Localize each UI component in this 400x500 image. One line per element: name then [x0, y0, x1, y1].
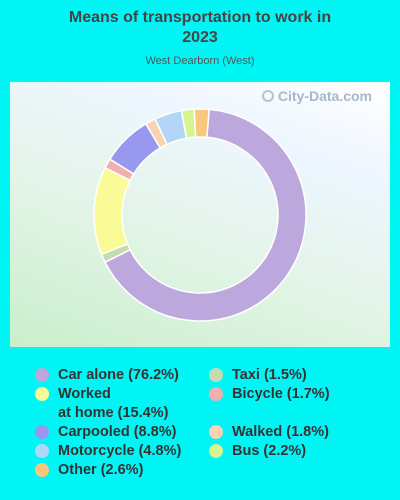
chart-legend: Car alone (76.2%) Worked at home (15.4%)… — [0, 362, 400, 492]
legend-item-carpooled: Carpooled (8.8%) — [35, 423, 176, 442]
watermark-text: City-Data.com — [277, 88, 372, 104]
legend-label-other: Other (2.6%) — [58, 462, 144, 478]
legend-item-worked-at-home: Worked at home (15.4%) — [35, 385, 168, 423]
legend-item-walked: Walked (1.8%) — [209, 423, 329, 442]
legend-swatch-motorcycle — [35, 444, 49, 458]
donut-chart — [93, 108, 307, 322]
donut-slice-other — [193, 108, 211, 139]
legend-swatch-carpooled — [35, 425, 49, 439]
watermark: City-Data.com — [261, 88, 372, 104]
chart-title-line1: Means of transportation to work in — [68, 9, 332, 26]
legend-swatch-bicycle — [209, 387, 223, 401]
legend-item-bus: Bus (2.2%) — [209, 442, 306, 461]
donut-slice-worked-at-home — [93, 166, 132, 256]
donut-slice-car-alone — [104, 108, 307, 322]
legend-swatch-taxi — [209, 368, 223, 382]
legend-swatch-walked — [209, 425, 223, 439]
chart-title-line2: 2023 — [182, 29, 218, 46]
legend-item-motorcycle: Motorcycle (4.8%) — [35, 442, 181, 461]
legend-item-taxi: Taxi (1.5%) — [209, 366, 307, 385]
legend-label-walked: Walked (1.8%) — [232, 424, 329, 440]
chart-subtitle: West Dearborn (West) — [145, 55, 255, 67]
legend-label-bicycle: Bicycle (1.7%) — [232, 386, 330, 402]
plot-area: City-Data.com — [10, 82, 390, 347]
legend-swatch-worked-at-home — [35, 387, 49, 401]
chart-title: Means of transportation to work in 2023 — [0, 8, 400, 48]
legend-label-worked-at-home-line2: at home (15.4%) — [58, 405, 169, 421]
legend-label-motorcycle: Motorcycle (4.8%) — [58, 443, 182, 459]
magnifier-icon — [261, 90, 274, 102]
legend-swatch-other — [35, 463, 49, 477]
legend-label-carpooled: Carpooled (8.8%) — [58, 424, 177, 440]
legend-label-bus: Bus (2.2%) — [232, 443, 307, 459]
legend-item-other: Other (2.6%) — [35, 461, 143, 480]
legend-label-worked-at-home-line1: Worked — [58, 386, 111, 402]
legend-swatch-car-alone — [35, 368, 49, 382]
legend-item-car-alone: Car alone (76.2%) — [35, 366, 179, 385]
legend-label-taxi: Taxi (1.5%) — [232, 367, 307, 383]
legend-swatch-bus — [209, 444, 223, 458]
legend-label-car-alone: Car alone (76.2%) — [58, 367, 179, 383]
legend-item-bicycle: Bicycle (1.7%) — [209, 385, 330, 404]
